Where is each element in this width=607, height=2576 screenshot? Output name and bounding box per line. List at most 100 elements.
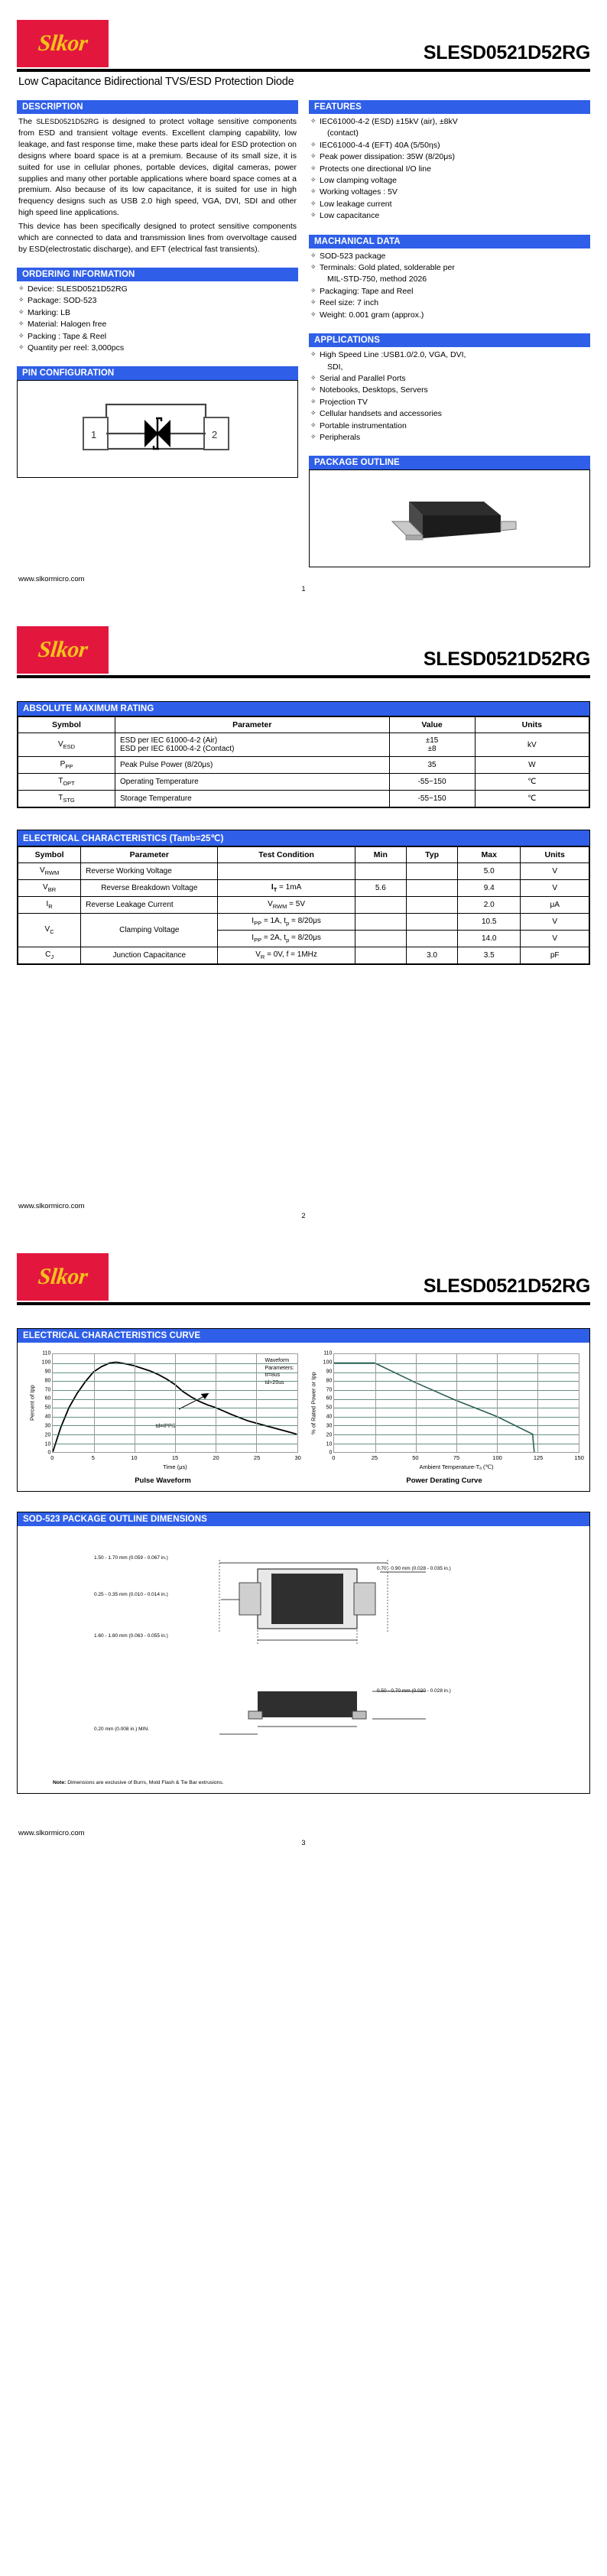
features-list: IEC61000-4-2 (ESD) ±15kV (air), ±8kV (co…	[309, 116, 590, 222]
gridline-vertical	[456, 1354, 457, 1453]
column-header: Units	[520, 846, 589, 864]
cell-parameter: Reverse Working Voltage	[80, 862, 219, 881]
package-outline-svg	[219, 1560, 426, 1735]
cell-symbol: PPP	[18, 756, 115, 775]
chart-title: Power Derating Curve	[406, 1476, 482, 1486]
section-header-elec-curve: ELECTRICAL CHARACTERISTICS CURVE	[17, 1328, 590, 1343]
list-item: Package: SOD-523	[18, 295, 298, 307]
cell-parameter: Reverse Leakage Current	[80, 896, 219, 914]
page-header: Slkor SLESD0521D52RG	[17, 606, 590, 674]
list-item: Projection TV	[310, 397, 590, 408]
column-header: Test Condition	[217, 846, 355, 864]
plot-wrapper: % of Rated Power or Ipp 0 10 20 30 40 50 60 70 8…	[309, 1351, 579, 1456]
x-tick-label: 75	[453, 1454, 460, 1462]
cell-min	[354, 862, 407, 881]
section-header-features: FEATURES	[309, 100, 590, 114]
description-paragraph-1: The SLESD0521D52RG is designed to protec…	[17, 114, 298, 219]
y-tick-label: 50	[44, 1405, 51, 1411]
column-header: Symbol	[17, 846, 82, 864]
package-dimension-drawings: 1.50 - 1.70 mm (0.059 - 0.067 in.) 0.25 …	[17, 1526, 590, 1795]
x-tick-label: 5	[91, 1454, 95, 1462]
y-tick-label: 40	[326, 1414, 333, 1420]
cell-parameter: Storage Temperature	[114, 790, 390, 808]
cell-typ: 3.0	[405, 947, 459, 965]
page-title: SLESD0521D52RG	[423, 42, 590, 63]
cell-symbol: VRWM	[17, 862, 82, 881]
list-item: High Speed Line :USB1.0/2.0, VGA, DVI,	[310, 349, 590, 361]
dimension-label: 1.60 - 1.80 mm (0.063 - 0.055 in.)	[94, 1633, 168, 1639]
cell-units: kV	[474, 733, 590, 758]
column-header: Value	[388, 716, 476, 734]
absolute-maximum-rating-table: ABSOLUTE MAXIMUM RATING Symbol Parameter…	[17, 701, 590, 809]
cell-parameter: ESD per IEC 61000-4-2 (Air) ESD per IEC …	[114, 733, 390, 758]
cell-symbol: TOPT	[18, 773, 115, 791]
y-tick-label: 110	[42, 1350, 51, 1356]
cell-min	[354, 930, 407, 948]
description-part-number: SLESD0521D52RG	[36, 118, 99, 125]
x-tick-label: 15	[171, 1454, 179, 1462]
cell-value: ±15 ±8	[388, 733, 476, 758]
gridline-vertical	[497, 1354, 498, 1453]
footer-url: www.slkormicro.com	[18, 1829, 85, 1838]
y-tick-label: 60	[44, 1395, 51, 1402]
cell-value: -55~150	[388, 773, 476, 791]
table-row: IR Reverse Leakage Current VRWM = 5V 2.0…	[17, 896, 589, 914]
x-tick-label: 50	[412, 1454, 419, 1462]
x-axis-label: Time (μs)	[163, 1463, 187, 1471]
gridline-vertical	[174, 1354, 176, 1453]
section-header-abs-max: ABSOLUTE MAXIMUM RATING	[18, 702, 589, 717]
content-columns: DESCRIPTION The SLESD0521D52RG is design…	[17, 100, 590, 568]
page-header: Slkor SLESD0521D52RG	[17, 0, 590, 67]
list-item: Serial and Parallel Ports	[310, 373, 590, 385]
cell-units: V	[520, 862, 589, 881]
cell-condition	[217, 862, 355, 881]
y-axis-ticks: 0 10 20 30 40 50 60 70 80 90 100 110	[318, 1351, 333, 1456]
page-footer: www.slkormicro.com 1	[17, 575, 590, 593]
column-header: Parameter	[114, 716, 390, 734]
gridline-vertical	[415, 1354, 417, 1453]
package-dimensions-block: SOD-523 PACKAGE OUTLINE DIMENSIONS 1.50 …	[17, 1512, 590, 1795]
list-item: Device: SLESD0521D52RG	[18, 284, 298, 295]
cell-symbol: TSTG	[18, 790, 115, 808]
y-tick-label: 30	[44, 1423, 51, 1429]
dimension-label: 1.50 - 1.70 mm (0.059 - 0.067 in.)	[94, 1555, 168, 1561]
x-axis-label: Ambient Temperature-Tₐ (℃)	[419, 1463, 494, 1471]
y-tick-label: 70	[44, 1387, 51, 1393]
curves-container: Percent of Ipp 0 10 20 30 40 50 60 70 80 90 100 110…	[17, 1343, 590, 1493]
gridline-vertical	[256, 1354, 258, 1453]
dimension-label: 0.50 - 0.70 mm (0.020 - 0.028 in.)	[377, 1688, 451, 1694]
list-item: SDI,	[327, 362, 343, 372]
company-logo: Slkor	[17, 1253, 109, 1301]
y-tick-label: 20	[44, 1432, 51, 1438]
list-item: Peripherals	[310, 432, 590, 443]
list-item: Protects one directional I/O line	[310, 164, 590, 175]
gridline-vertical	[537, 1354, 539, 1453]
mechanical-list: SOD-523 package Terminals: Gold plated, …	[309, 251, 590, 321]
column-header: Units	[474, 716, 590, 734]
description-paragraph-2: This device has been specifically design…	[18, 222, 297, 254]
page-2: Slkor SLESD0521D52RG ABSOLUTE MAXIMUM RA…	[0, 593, 607, 1220]
cell-condition: VRWM = 5V	[217, 896, 355, 914]
x-tick-label: 0	[332, 1454, 336, 1462]
y-axis-label: Percent of Ipp	[28, 1385, 36, 1421]
footer-url: www.slkormicro.com	[18, 1202, 85, 1211]
cell-value: -55~150	[388, 790, 476, 808]
x-tick-label: 10	[131, 1454, 138, 1462]
y-tick-label: 80	[326, 1378, 333, 1384]
cell-units: ℃	[474, 773, 590, 791]
table-row: PPP Peak Pulse Power (8/20μs) 35 W	[18, 756, 590, 775]
y-tick-label: 40	[44, 1414, 51, 1420]
cell-condition: IT = 1mA	[217, 879, 355, 898]
table-row: CJ Junction Capacitance VR = 0V, f = 1MH…	[17, 947, 589, 965]
y-tick-label: 90	[326, 1369, 333, 1375]
page-title: SLESD0521D52RG	[423, 1275, 590, 1298]
y-tick-label: 0	[329, 1450, 333, 1456]
cell-min	[354, 896, 407, 914]
cell-parameter: Clamping Voltage	[80, 913, 219, 948]
dimension-label: 0.20 mm (0.008 in.) MIN.	[94, 1727, 149, 1733]
cell-min	[354, 947, 407, 965]
x-tick-label: 30	[294, 1454, 301, 1462]
cell-units: V	[520, 930, 589, 948]
cell-typ	[405, 913, 459, 931]
list-item: Low clamping voltage	[310, 175, 590, 187]
